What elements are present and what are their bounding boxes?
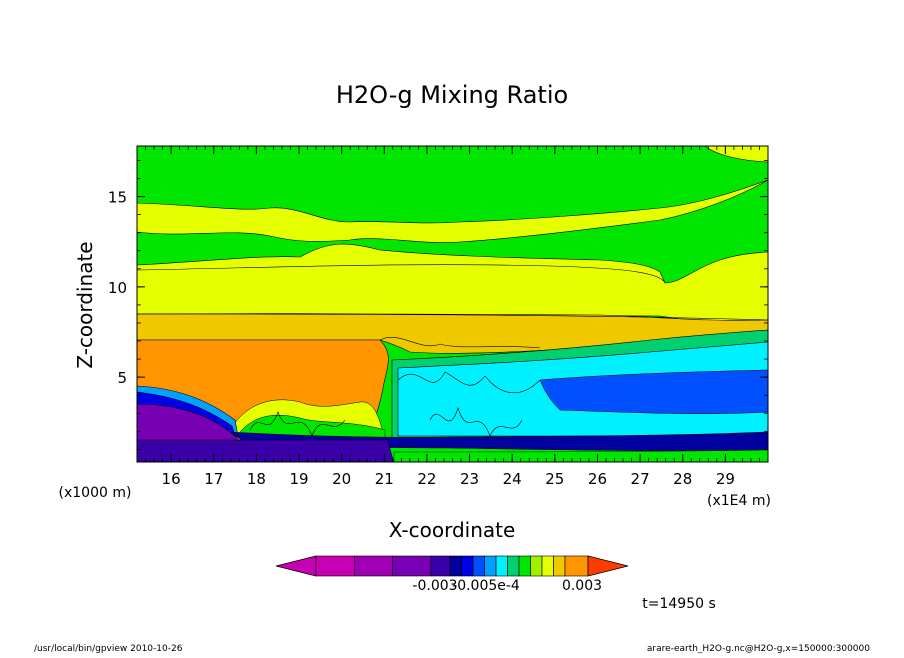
colorbar-cell-8 (495, 555, 508, 577)
colorbar-cell-11 (530, 555, 543, 577)
colorbar-cell-3 (430, 555, 451, 577)
x-tick-label-21: 21 (375, 470, 394, 488)
time-label: t=14950 s (642, 596, 716, 612)
x-tick-label-24: 24 (503, 470, 522, 488)
region-left-green-patch (239, 414, 386, 441)
y-tick-label-10: 10 (108, 279, 127, 297)
x-tick-label-22: 22 (417, 470, 436, 488)
region-deep-purple-floor (137, 439, 395, 462)
footer-left: /usr/local/bin/gpview 2010-10-26 (34, 644, 183, 654)
x-tick-label-16: 16 (162, 470, 181, 488)
colorbar-cell-0 (315, 555, 355, 577)
colorbar-tick-label-1: -0.005e-4 (452, 578, 520, 594)
chart-title: H2O-g Mixing Ratio (336, 81, 568, 109)
x-unit-right: (x1E4 m) (707, 493, 771, 509)
colorbar-cell-6 (472, 555, 485, 577)
colorbar-tick-label-2: 0.003 (562, 578, 602, 594)
x-tick-label-20: 20 (332, 470, 351, 488)
colorbar-cell-13 (553, 555, 566, 577)
colorbar-cell-10 (518, 555, 531, 577)
contour-field (137, 146, 768, 462)
colorbar-cell-14 (564, 555, 589, 577)
colorbar-cell-5 (461, 555, 474, 577)
region-blue-streaks (539, 369, 768, 414)
x-tick-label-19: 19 (289, 470, 308, 488)
y-tick-label-5: 5 (117, 369, 127, 387)
x-tick-label-23: 23 (460, 470, 479, 488)
colorbar-cell-12 (541, 555, 554, 577)
y-axis-label: Z-coordinate (73, 241, 97, 368)
x-tick-label-29: 29 (716, 470, 735, 488)
colorbar-cell-7 (484, 555, 497, 577)
x-unit-left: (x1000 m) (59, 485, 132, 501)
colorbar: -0.003-0.005e-4 0.003 (275, 555, 629, 594)
colorbar-tick-label-0: -0.003 (412, 578, 457, 594)
y-tick-label-15: 15 (108, 189, 127, 207)
colorbar-cell-1 (354, 555, 393, 577)
colorbar-left-arrow (275, 555, 317, 577)
x-tick-label-17: 17 (204, 470, 223, 488)
x-tick-label-27: 27 (631, 470, 650, 488)
colorbar-cell-9 (507, 555, 520, 577)
contour-lines (137, 264, 768, 437)
region-bottom-green-strip (393, 449, 768, 462)
x-axis-label: X-coordinate (389, 518, 516, 542)
x-tick-label-25: 25 (545, 470, 564, 488)
footer-right: arare-earth_H2O-g.nc@H2O-g,x=150000:3000… (647, 644, 870, 654)
x-axis: 16 17 18 19 20 21 22 23 24 25 26 27 28 29 (136, 146, 769, 488)
x-tick-label-18: 18 (247, 470, 266, 488)
region-upper-yellow-band (137, 146, 768, 243)
colorbar-cell-2 (392, 555, 432, 577)
colorbar-right-arrow (587, 555, 629, 577)
colorbar-cell-4 (449, 555, 462, 577)
x-tick-label-28: 28 (673, 470, 692, 488)
x-tick-label-26: 26 (588, 470, 607, 488)
y-axis: 5 10 15 (108, 160, 768, 450)
